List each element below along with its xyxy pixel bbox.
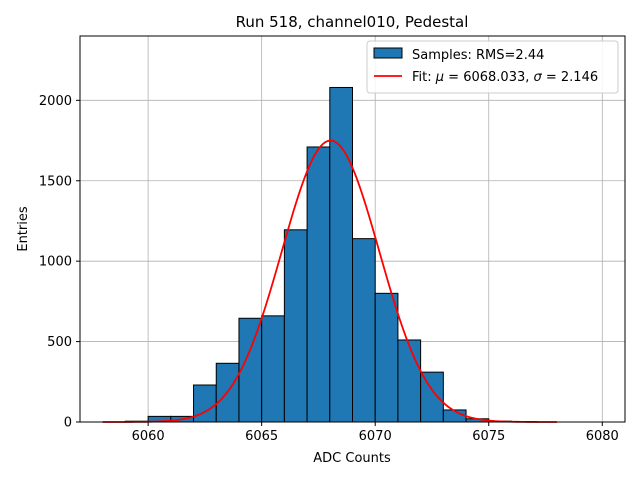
legend-fit-label: Fit: μ = 6068.033, σ = 2.146 bbox=[412, 70, 598, 85]
x-tick-label: 6070 bbox=[359, 429, 392, 444]
legend-samples-label: Samples: RMS=2.44 bbox=[412, 48, 544, 63]
y-axis-label: Entries bbox=[16, 206, 31, 252]
chart-title: Run 518, channel010, Pedestal bbox=[236, 13, 469, 31]
x-tick-label: 6065 bbox=[245, 429, 278, 444]
histogram-bar bbox=[374, 292, 399, 423]
legend-fit-mu-value: = 6068.033, bbox=[444, 70, 533, 85]
histogram-bar bbox=[261, 315, 285, 423]
legend-fit-mu-symbol: μ bbox=[435, 70, 444, 85]
legend-fit-sigma-value: = 2.146 bbox=[542, 70, 598, 85]
y-tick-label: 1500 bbox=[39, 174, 72, 189]
axis-ticks: 6060 6065 6070 6075 6080 0 500 1000 1500 2000 bbox=[39, 94, 619, 444]
x-tick-label: 6075 bbox=[472, 429, 505, 444]
histogram-bar bbox=[193, 384, 217, 423]
y-tick-label: 500 bbox=[47, 335, 72, 350]
legend-fit-sigma-symbol: σ bbox=[534, 70, 543, 85]
x-axis-label: ADC Counts bbox=[313, 451, 391, 466]
histogram-bar bbox=[306, 146, 331, 423]
legend-samples-swatch bbox=[373, 47, 403, 59]
histogram-bar bbox=[420, 371, 444, 423]
histogram-bar bbox=[329, 86, 353, 423]
legend-box bbox=[366, 40, 619, 94]
histogram-bar bbox=[397, 339, 422, 423]
legend: Samples: RMS=2.44 Fit: μ = 6068.033, σ =… bbox=[366, 40, 619, 94]
fit-curve bbox=[102, 139, 557, 423]
histogram-bar bbox=[352, 238, 376, 423]
y-tick-label: 1000 bbox=[39, 255, 72, 270]
histogram-bar bbox=[238, 317, 263, 423]
legend-fit-prefix: Fit: bbox=[412, 70, 436, 85]
y-tick-label: 0 bbox=[64, 416, 72, 431]
plot-frame bbox=[79, 35, 626, 423]
histogram-bar bbox=[283, 229, 308, 423]
y-tick-label: 2000 bbox=[39, 94, 72, 109]
fit-curve-group bbox=[102, 139, 557, 423]
x-tick-label: 6080 bbox=[586, 429, 619, 444]
x-tick-label: 6060 bbox=[132, 429, 165, 444]
